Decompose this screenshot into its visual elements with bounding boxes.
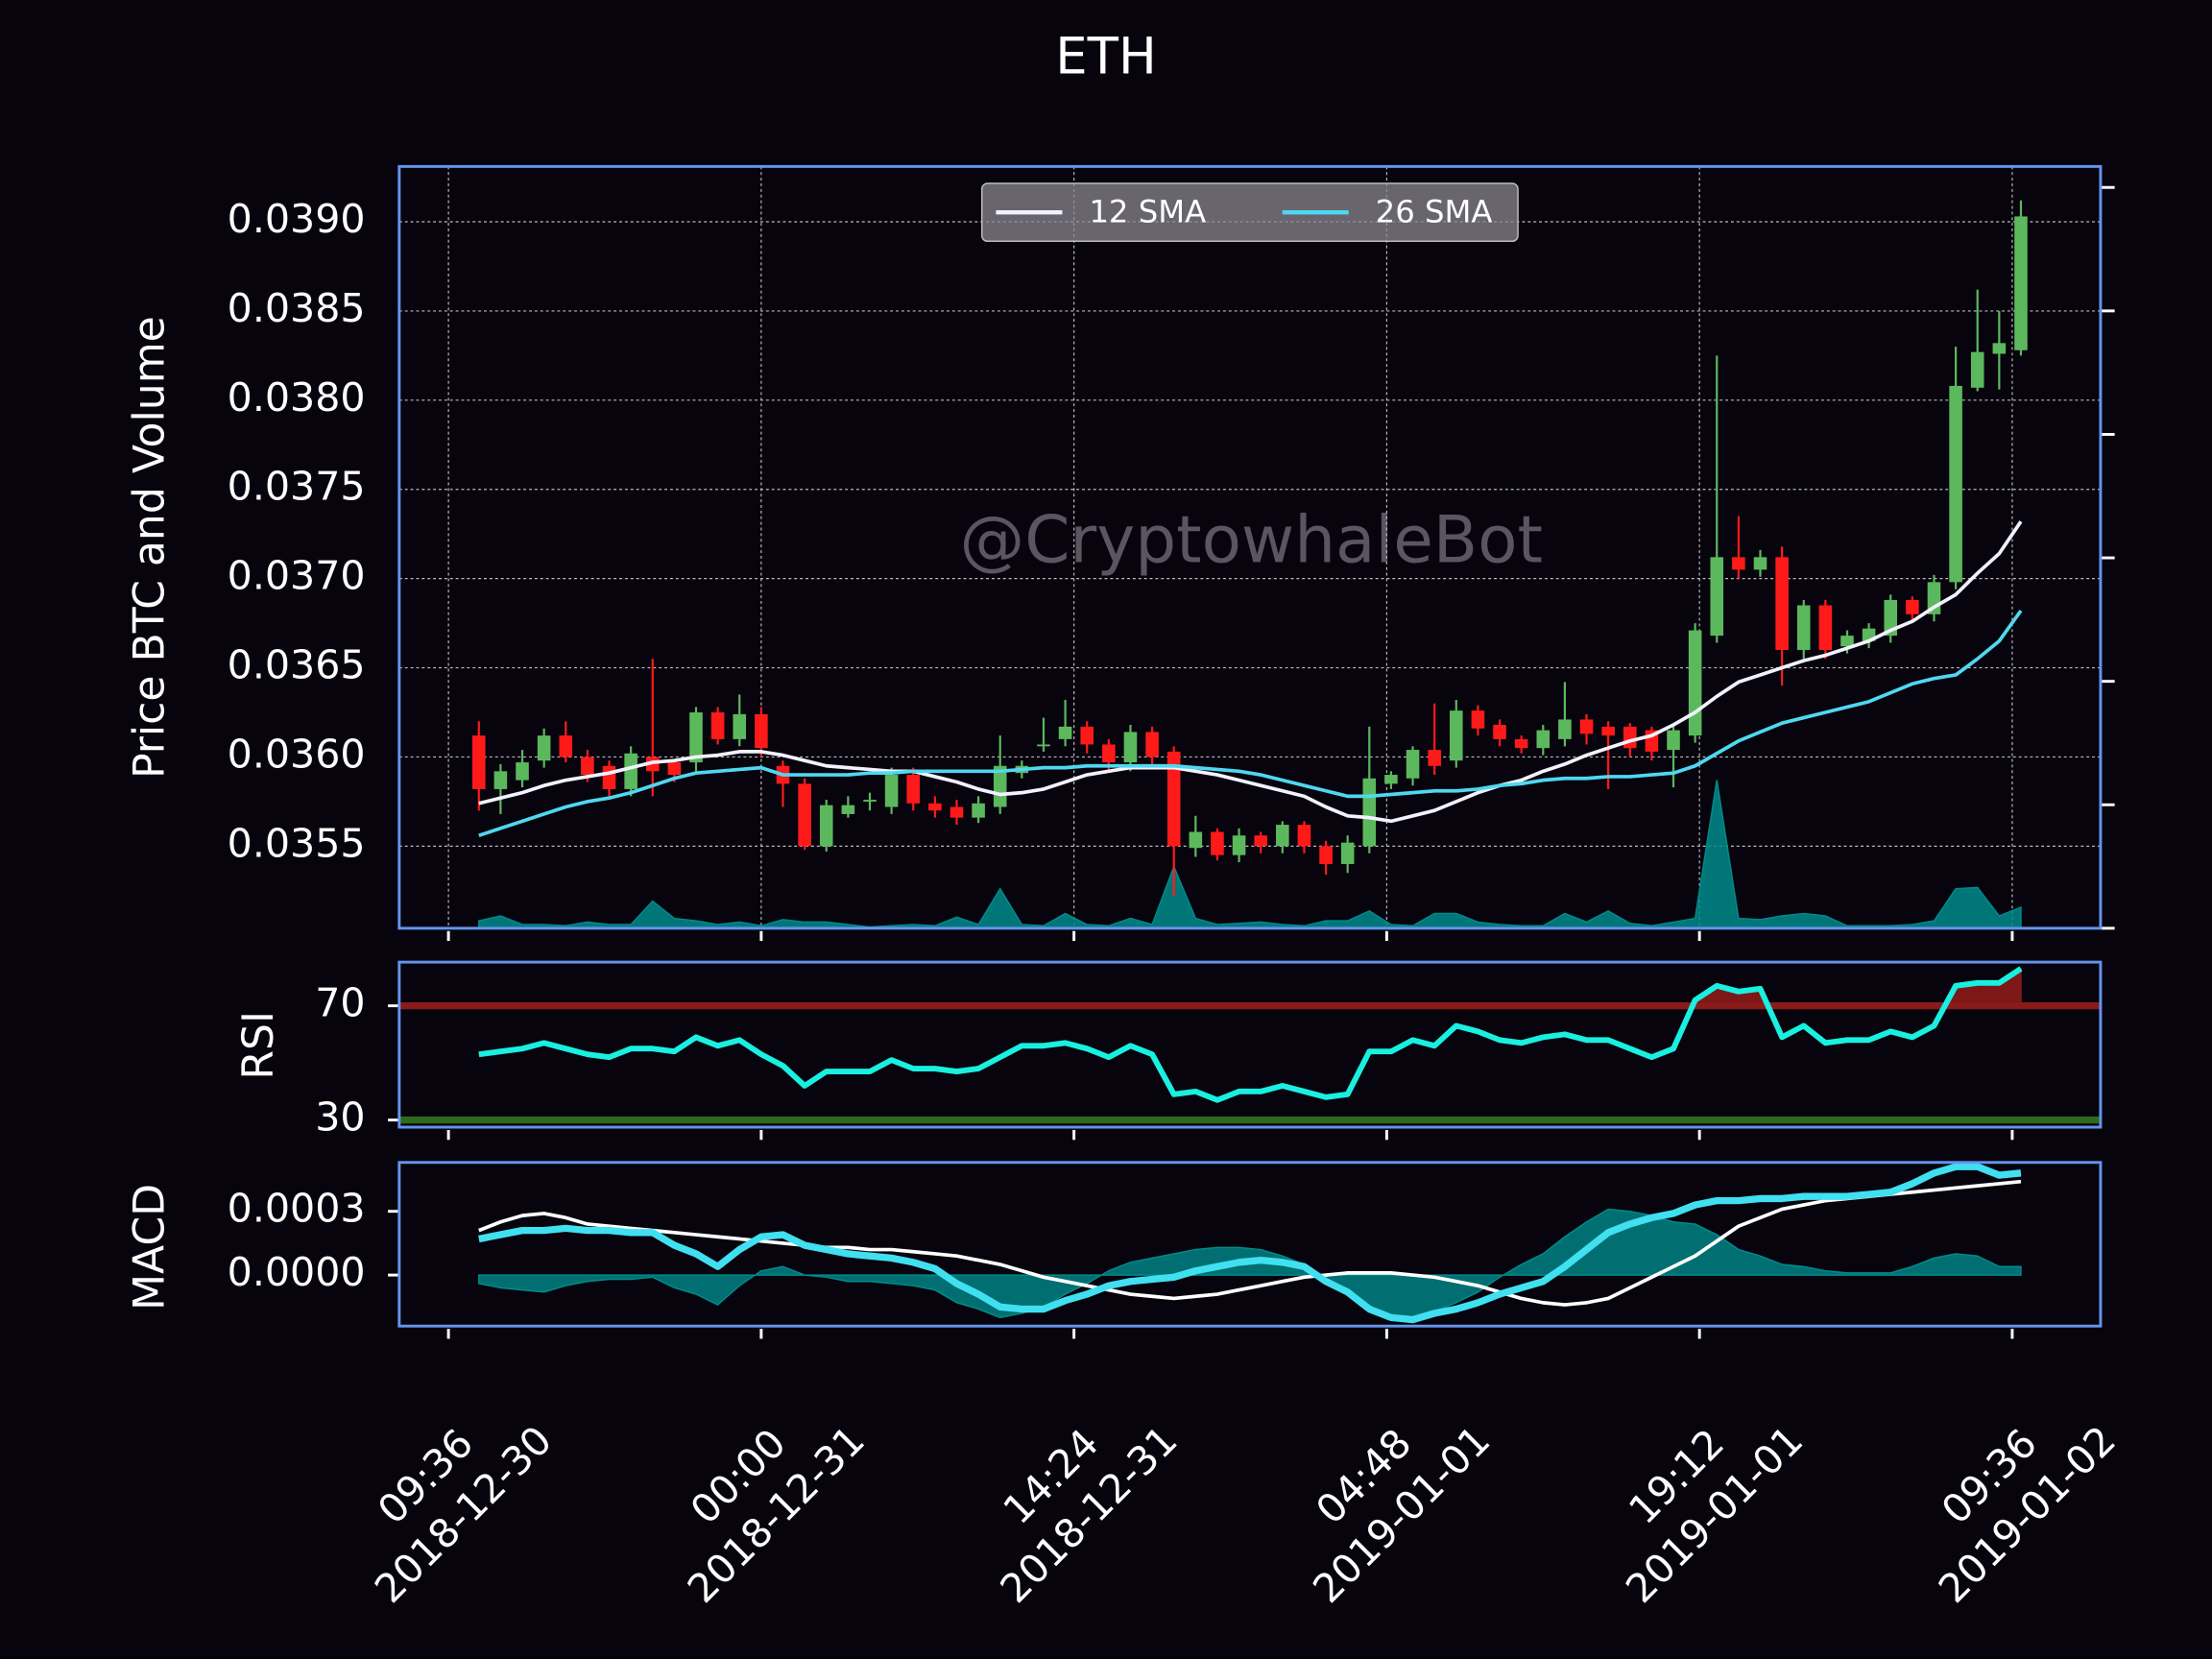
candle-body — [1796, 605, 1811, 650]
candle-body — [1840, 636, 1854, 647]
y-tick-label: 0.0360 — [228, 731, 366, 777]
candle-body — [1753, 557, 1767, 570]
candle-body — [624, 753, 637, 789]
candle-body — [1102, 744, 1116, 763]
y-axis-label: RSI — [234, 1011, 283, 1080]
candle-body — [798, 783, 811, 847]
y-tick-label: 0.0365 — [228, 642, 366, 688]
y-tick-label: 70 — [315, 980, 365, 1026]
candle-body — [1623, 726, 1637, 749]
candle-body — [1297, 825, 1311, 847]
candle-body — [819, 805, 833, 847]
y-axis-label: MACD — [126, 1184, 175, 1310]
candle-body — [1514, 738, 1528, 749]
candle-body — [755, 713, 768, 749]
candle-body — [884, 775, 899, 807]
candle-body — [516, 762, 529, 781]
candle-body — [1710, 557, 1724, 637]
chart-title: ETH — [1055, 27, 1156, 85]
candle-body — [1558, 719, 1572, 739]
candle-body — [710, 712, 725, 739]
candle-body — [1818, 605, 1833, 650]
y-tick-label: 0.0380 — [228, 374, 366, 421]
candle-body — [863, 800, 877, 802]
candle-body — [1037, 744, 1050, 747]
candle-body — [906, 775, 921, 804]
candle-body — [1189, 831, 1203, 849]
candle-body — [1970, 351, 1984, 388]
candle-body — [1276, 825, 1289, 847]
candle-body — [559, 735, 573, 757]
candle-body — [841, 805, 855, 814]
y-axis-label: Price BTC and Volume — [126, 316, 175, 779]
signal-line — [478, 1179, 2022, 1307]
candle-body — [1536, 730, 1551, 749]
candle-body — [1992, 343, 2007, 354]
candle-body — [1384, 775, 1398, 784]
candle-body — [1667, 730, 1680, 751]
candle-body — [972, 803, 985, 818]
candle-body — [1493, 725, 1506, 739]
y-tick-label: 0.0375 — [228, 464, 366, 510]
legend-label: 26 SMA — [1376, 194, 1493, 230]
candle-body — [667, 762, 682, 776]
y-tick-label: 0.0355 — [228, 820, 366, 866]
candle-body — [1340, 842, 1355, 864]
candle-body — [1884, 599, 1898, 637]
candle-body — [1145, 732, 1159, 757]
candle-body — [1406, 750, 1420, 779]
candle-body — [1232, 835, 1246, 855]
candle-body — [1080, 726, 1094, 745]
candle-body — [928, 803, 942, 811]
sma-line — [478, 520, 2023, 824]
candle-body — [1254, 835, 1267, 847]
candle-body — [993, 765, 1007, 807]
y-tick-label: 30 — [315, 1094, 365, 1141]
candle-body — [1123, 732, 1138, 763]
candle-body — [1949, 385, 1962, 583]
candle-body — [1601, 726, 1615, 736]
y-tick-label: 0.0003 — [228, 1186, 366, 1232]
candle-body — [1688, 630, 1702, 736]
y-tick-label: 0.0390 — [228, 196, 366, 242]
macd-line — [478, 1163, 2022, 1324]
candle-body — [471, 735, 486, 789]
candle-body — [950, 806, 964, 818]
candle-body — [1906, 599, 1919, 614]
candle-body — [1319, 846, 1333, 864]
candle-body — [1775, 557, 1789, 650]
y-tick-label: 0.0385 — [228, 285, 366, 331]
candle-body — [1058, 726, 1072, 739]
y-tick-label: 0.0370 — [228, 553, 366, 599]
legend-label: 12 SMA — [1089, 194, 1206, 230]
axes-frame — [397, 960, 2103, 1129]
candle-body — [733, 713, 747, 739]
candle-body — [493, 771, 508, 789]
candle-body — [1211, 831, 1224, 855]
candle-body — [1428, 750, 1441, 766]
candle-body — [602, 765, 616, 789]
candle-body — [1166, 751, 1181, 847]
candle-body — [689, 712, 703, 763]
candle-body — [1450, 710, 1463, 761]
candle-body — [2014, 216, 2028, 350]
axes-frame — [397, 1161, 2103, 1328]
watermark: @CryptowhaleBot — [960, 502, 1543, 578]
volume-area — [478, 780, 2022, 929]
y-tick-label: 0.0000 — [228, 1249, 366, 1295]
candle-body — [581, 757, 594, 776]
legend-box — [980, 182, 1519, 243]
candle-body — [1732, 557, 1745, 570]
candle-body — [1579, 719, 1594, 734]
candle-body — [537, 735, 551, 761]
candle-body — [1471, 710, 1485, 729]
axes-frame — [397, 164, 2103, 930]
sma-line — [478, 610, 2023, 837]
rsi-line — [478, 966, 2023, 1103]
candle-body — [1362, 778, 1377, 847]
